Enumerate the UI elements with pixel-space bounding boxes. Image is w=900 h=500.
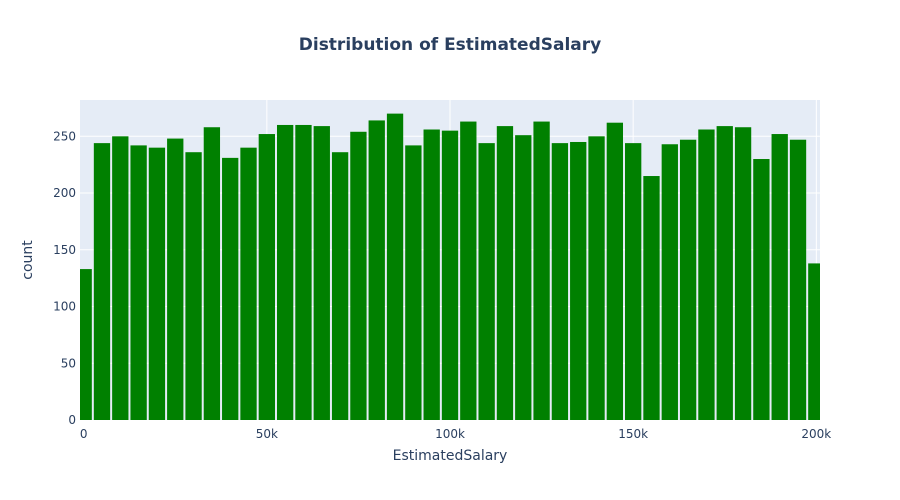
bar: [331, 152, 349, 420]
bar: [478, 143, 495, 421]
x-tick-label: 0: [80, 427, 88, 441]
bar: [368, 120, 385, 420]
bar: [789, 139, 807, 420]
x-axis-title: EstimatedSalary: [393, 448, 508, 464]
x-tick-label: 150k: [618, 427, 648, 441]
y-axis-title: count: [20, 240, 36, 280]
y-tick-label: 0: [68, 413, 76, 427]
bar: [423, 129, 440, 420]
bar: [753, 159, 770, 421]
bar: [313, 126, 330, 420]
y-tick-label: 100: [53, 300, 76, 314]
bar: [625, 143, 642, 421]
bar: [570, 141, 587, 420]
bar: [716, 126, 733, 420]
bar: [240, 147, 257, 420]
y-tick-label: 50: [61, 356, 76, 370]
y-tick-label: 150: [53, 243, 76, 257]
x-axis-ticks: 0 50k 100k 150k 200k: [80, 427, 831, 441]
bar: [643, 176, 660, 420]
chart-title: Distribution of EstimatedSalary: [299, 35, 602, 55]
bar: [679, 139, 697, 420]
x-tick-label: 50k: [256, 427, 278, 441]
bar: [734, 127, 752, 420]
bar: [588, 136, 605, 420]
bars: [80, 113, 820, 421]
bar: [350, 131, 367, 420]
bar: [698, 129, 715, 420]
bar: [386, 113, 404, 421]
bar: [130, 145, 147, 420]
bar: [661, 144, 678, 421]
bar: [515, 135, 532, 420]
bar: [258, 134, 275, 421]
bar: [496, 126, 514, 420]
bar: [222, 157, 239, 420]
x-tick-label: 100k: [435, 427, 465, 441]
bar: [405, 145, 422, 420]
y-tick-label: 250: [53, 129, 76, 143]
bar: [441, 130, 459, 420]
bar: [808, 263, 820, 420]
bar: [606, 122, 624, 420]
bar: [551, 143, 569, 421]
bar: [276, 124, 294, 420]
bar: [295, 124, 312, 420]
bar: [167, 138, 184, 421]
bar: [533, 121, 550, 421]
bar: [771, 134, 788, 421]
x-tick-label: 200k: [801, 427, 831, 441]
bar: [80, 269, 92, 420]
bar: [460, 121, 477, 421]
bar: [93, 143, 111, 421]
y-axis-ticks: 0 50 100 150 200 250: [53, 129, 76, 427]
bar: [112, 136, 129, 420]
y-tick-label: 200: [53, 186, 76, 200]
bar: [148, 147, 166, 420]
bar: [203, 127, 221, 420]
bar: [185, 152, 202, 420]
